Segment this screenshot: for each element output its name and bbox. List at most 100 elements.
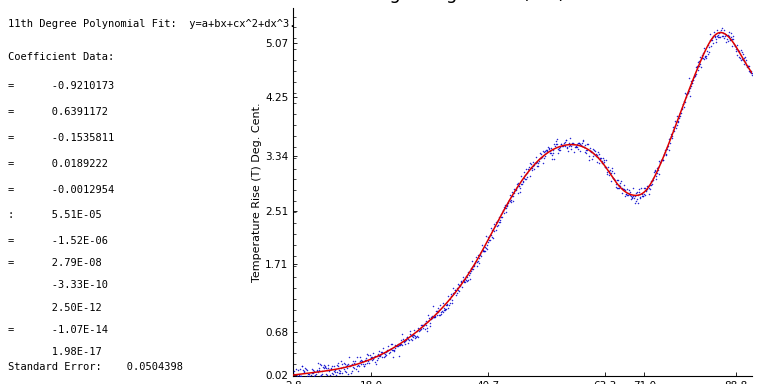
Point xyxy=(553,145,565,151)
Point xyxy=(453,288,465,294)
Point xyxy=(404,332,416,338)
Point xyxy=(296,363,309,369)
Point xyxy=(594,155,606,161)
Point xyxy=(450,291,462,298)
Point xyxy=(496,214,508,220)
Point xyxy=(665,132,677,139)
Point xyxy=(317,364,329,371)
Point xyxy=(428,313,440,319)
Point xyxy=(597,157,610,163)
Point xyxy=(577,138,589,144)
Point xyxy=(656,157,668,163)
Point xyxy=(616,185,629,191)
Point xyxy=(698,54,711,60)
Point xyxy=(558,140,570,146)
Point xyxy=(291,373,303,379)
Point xyxy=(733,48,745,54)
Point xyxy=(467,266,479,272)
Point xyxy=(582,141,594,147)
Point xyxy=(413,326,426,333)
Point xyxy=(583,153,595,159)
Point xyxy=(695,64,707,70)
Point xyxy=(642,184,654,190)
Point xyxy=(374,353,386,359)
Point xyxy=(728,41,740,47)
Point xyxy=(524,165,537,171)
Point xyxy=(388,346,400,353)
Point xyxy=(293,374,305,380)
Point xyxy=(489,221,501,227)
Point xyxy=(654,160,667,166)
Point xyxy=(594,156,606,162)
Point xyxy=(724,37,736,43)
Point xyxy=(671,122,683,129)
Point xyxy=(472,252,484,258)
Point xyxy=(477,248,489,255)
Point xyxy=(698,45,711,51)
Point xyxy=(571,141,583,147)
Point xyxy=(421,328,433,334)
Point xyxy=(407,332,420,338)
Point xyxy=(293,372,306,378)
Point xyxy=(331,360,344,366)
Point xyxy=(562,142,575,149)
Point xyxy=(575,148,587,154)
Point xyxy=(739,57,752,63)
Point xyxy=(465,265,477,271)
Point xyxy=(482,238,494,245)
Point xyxy=(736,56,748,62)
Point xyxy=(292,374,304,381)
Point xyxy=(366,357,378,363)
Point xyxy=(469,260,481,266)
Point xyxy=(579,149,591,155)
Point xyxy=(546,152,559,158)
Point xyxy=(723,33,735,39)
Point xyxy=(296,372,308,379)
Point xyxy=(356,358,369,364)
Point xyxy=(554,144,566,151)
Point xyxy=(361,360,373,366)
Point xyxy=(550,141,562,147)
Point xyxy=(395,337,407,343)
Point xyxy=(719,31,731,37)
Point xyxy=(556,142,568,148)
Point xyxy=(674,110,686,116)
Point xyxy=(358,363,370,369)
Point xyxy=(341,361,353,367)
Point xyxy=(323,367,335,373)
Point xyxy=(605,170,617,176)
Point xyxy=(717,33,730,39)
Point xyxy=(509,186,521,192)
Point xyxy=(739,59,751,65)
Point xyxy=(310,371,322,377)
Text: Standard Error:    0.0504398: Standard Error: 0.0504398 xyxy=(8,362,182,372)
Point xyxy=(445,297,458,303)
Point xyxy=(385,341,397,347)
Point xyxy=(445,291,458,297)
Point xyxy=(339,368,351,374)
Point xyxy=(550,141,562,147)
Point xyxy=(584,144,597,151)
Point xyxy=(410,333,422,339)
Point xyxy=(490,222,502,228)
Point xyxy=(476,242,488,248)
Point xyxy=(661,144,673,150)
Point xyxy=(663,136,675,142)
Point xyxy=(464,268,477,275)
Point xyxy=(707,40,719,46)
Point xyxy=(695,61,707,67)
Point xyxy=(711,33,724,39)
Point xyxy=(463,271,475,278)
Point xyxy=(679,90,692,96)
Point xyxy=(669,123,681,129)
Point xyxy=(535,151,547,157)
Point xyxy=(505,197,517,203)
Point xyxy=(415,321,427,328)
Point xyxy=(648,177,660,183)
Point xyxy=(736,50,748,56)
Point xyxy=(632,200,644,206)
Point xyxy=(353,358,366,364)
Point xyxy=(396,342,408,348)
Point xyxy=(603,167,616,174)
Point xyxy=(710,39,722,45)
